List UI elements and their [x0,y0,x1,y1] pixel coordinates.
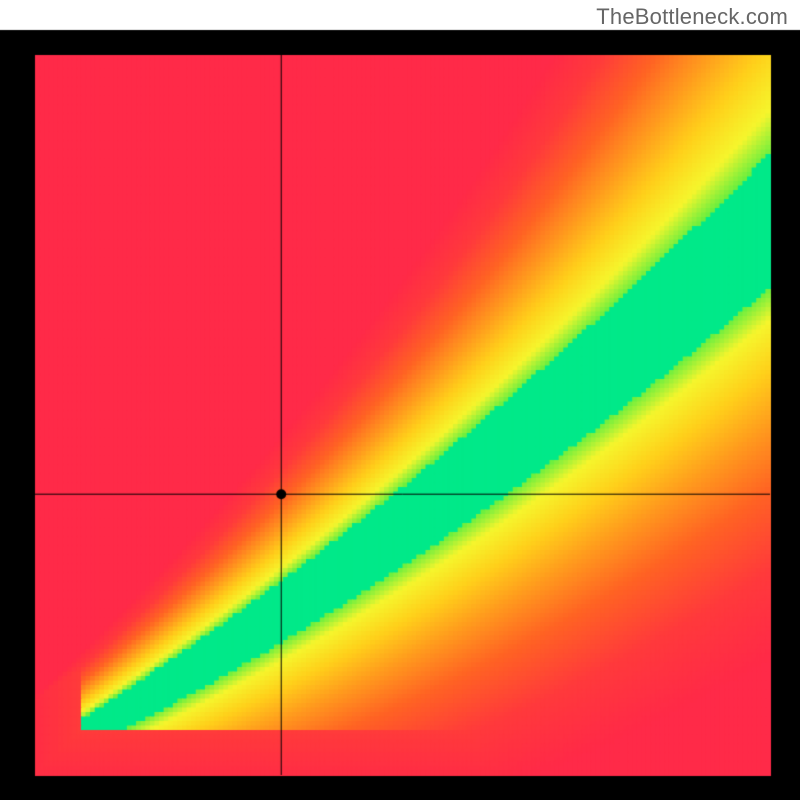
watermark-text: TheBottleneck.com [596,4,788,30]
bottleneck-heatmap-canvas [0,0,800,800]
chart-container: TheBottleneck.com [0,0,800,800]
